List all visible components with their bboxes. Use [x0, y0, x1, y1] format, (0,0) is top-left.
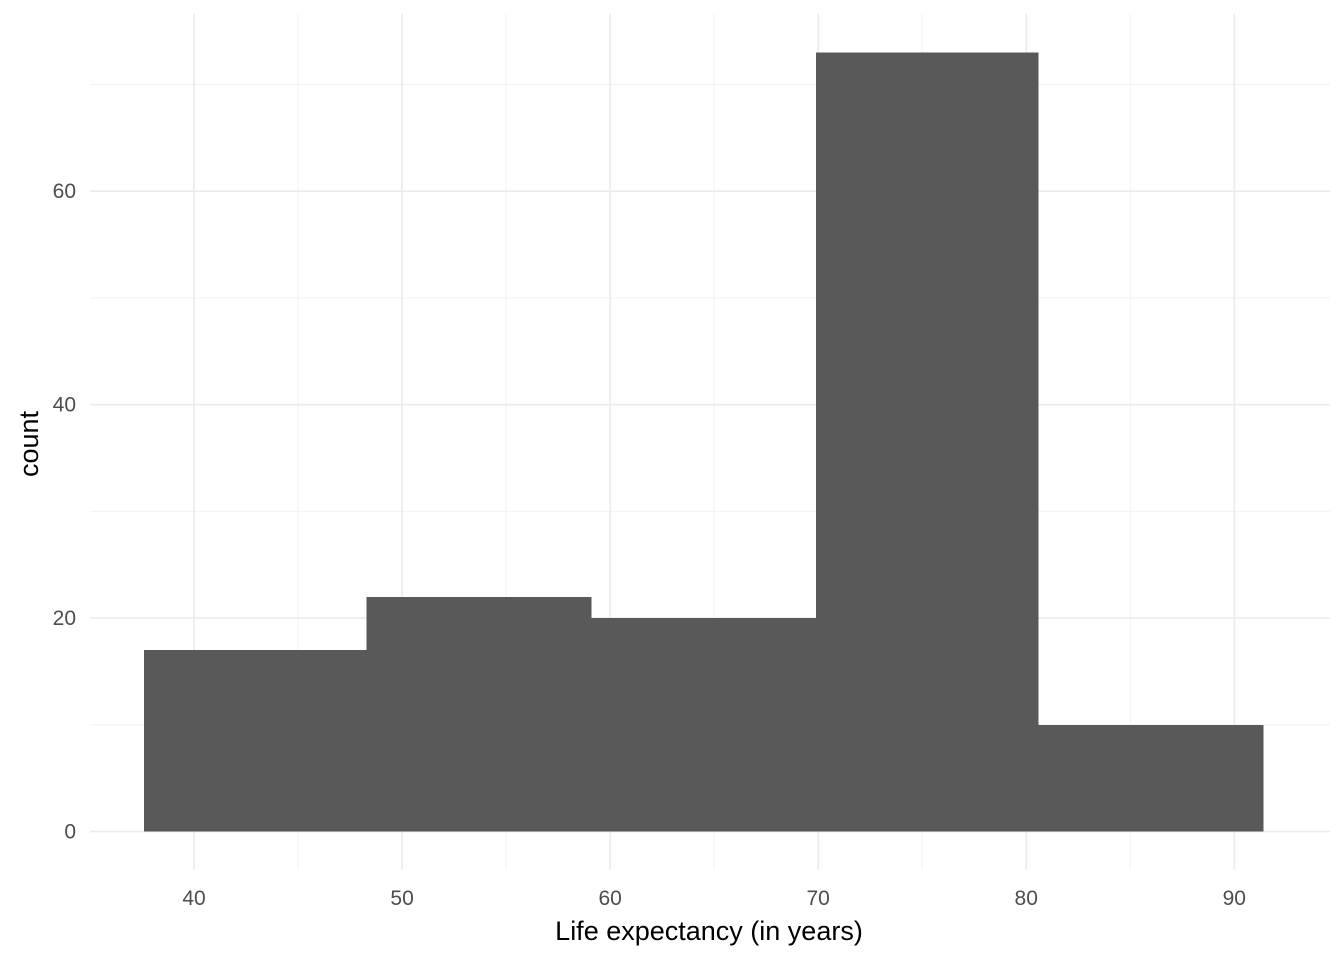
histogram-bar — [591, 618, 817, 832]
x-tick-label: 50 — [390, 887, 413, 910]
y-axis-title: count — [14, 410, 44, 477]
x-tick-label: 70 — [807, 887, 830, 910]
histogram-bar — [816, 52, 1039, 832]
y-tick-label: 0 — [64, 821, 76, 844]
x-tick-label: 40 — [182, 887, 205, 910]
histogram-bar — [144, 650, 367, 832]
x-tick-label: 90 — [1223, 887, 1246, 910]
y-tick-label: 40 — [53, 394, 76, 417]
x-axis-title: Life expectancy (in years) — [555, 916, 863, 946]
histogram-bars — [144, 52, 1264, 832]
x-tick-label: 60 — [598, 887, 621, 910]
x-tick-label: 80 — [1015, 887, 1038, 910]
histogram-bar — [1038, 724, 1264, 832]
histogram-bar — [366, 596, 592, 832]
tick-labels: 40 50 60 70 80 90 0 20 40 60 — [53, 180, 1246, 910]
y-tick-label: 60 — [53, 180, 76, 203]
y-tick-label: 20 — [53, 607, 76, 630]
